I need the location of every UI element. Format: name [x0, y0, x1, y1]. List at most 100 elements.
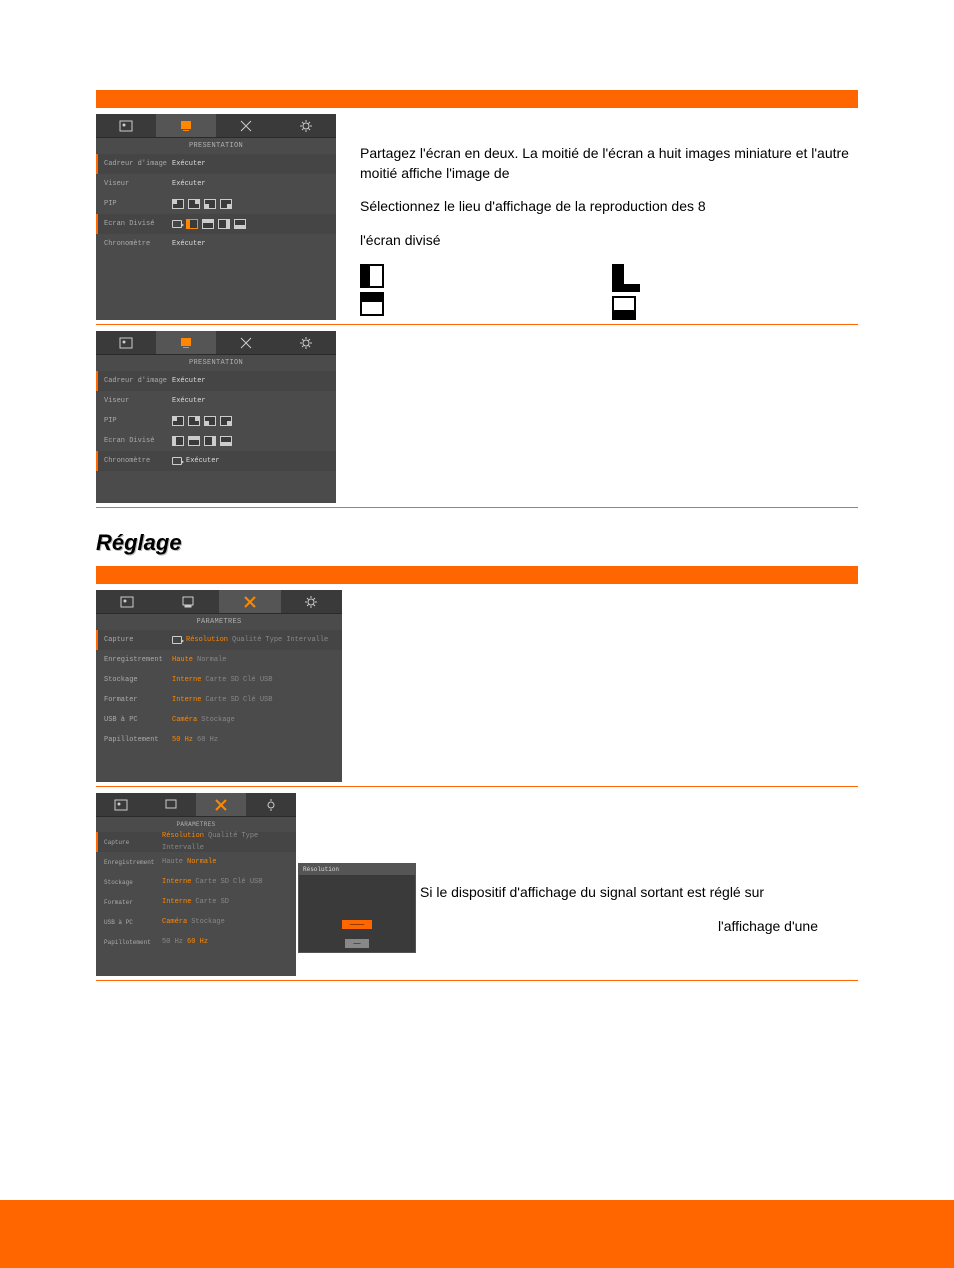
- split-right-icon: [612, 264, 640, 292]
- menu-row[interactable]: ChronomètreExécuter: [96, 451, 336, 471]
- menu-label: Viseur: [104, 397, 172, 405]
- layout-option-icon[interactable]: [188, 436, 200, 446]
- tab-bar: [96, 331, 336, 355]
- loop-icon: [172, 220, 182, 228]
- split-left-icon: [360, 264, 384, 288]
- layout-option-icon[interactable]: [172, 199, 184, 209]
- menu-row[interactable]: Papillotement50 Hz60 Hz: [96, 932, 296, 952]
- menu-value: Exécuter: [172, 397, 206, 405]
- desc-p1: Partagez l'écran en deux. La moitié de l…: [360, 144, 858, 183]
- layout-option-icon[interactable]: [234, 219, 246, 229]
- description-parametres-1: [366, 590, 858, 782]
- desc-p2: Sélectionnez le lieu d'affichage de la r…: [360, 197, 858, 217]
- description-chrono: [360, 331, 858, 503]
- menu-label: USB à PC: [104, 919, 162, 926]
- menu-row[interactable]: StockageInterneCarte SDClé USB: [96, 670, 342, 690]
- menu-row[interactable]: Cadreur d'imageExécuter: [96, 371, 336, 391]
- menu-row[interactable]: ChronomètreExécuter: [96, 234, 336, 254]
- menu-row[interactable]: CaptureRésolutionQualitéTypeIntervalle: [96, 630, 342, 650]
- menu-value: Exécuter: [172, 160, 206, 168]
- layout-option-icon[interactable]: [204, 436, 216, 446]
- menu-value: RésolutionQualitéTypeIntervalle: [162, 832, 290, 852]
- tab-tools-icon[interactable]: [216, 114, 276, 138]
- panel-padding: [96, 254, 336, 286]
- layout-option-icon[interactable]: [220, 416, 232, 426]
- layout-option-icon[interactable]: [172, 416, 184, 426]
- layout-option-icon[interactable]: [204, 416, 216, 426]
- menu-row[interactable]: FormaterInterneCarte SDClé USB: [96, 690, 342, 710]
- tab-presentation-icon[interactable]: [156, 114, 216, 138]
- menu-value: InterneCarte SDClé USB: [172, 696, 272, 704]
- tab-presentation-icon[interactable]: [158, 590, 220, 614]
- menu-row[interactable]: USB à PCCaméraStockage: [96, 912, 296, 932]
- tab-settings-icon[interactable]: [281, 590, 343, 614]
- split-bottom-icon: [612, 296, 636, 320]
- menu-value: [172, 416, 232, 426]
- top-spacer: [0, 0, 954, 90]
- menu-row[interactable]: CaptureRésolutionQualitéTypeIntervalle: [96, 832, 296, 852]
- layout-option-icon[interactable]: [186, 219, 198, 229]
- loop-icon: [172, 636, 182, 644]
- layout-option-icon[interactable]: [172, 436, 184, 446]
- popup-foot-button[interactable]: ——: [345, 939, 368, 948]
- ui-panel-parametres-1: PARAMETRES CaptureRésolutionQualitéTypeI…: [96, 590, 342, 782]
- tab-image-icon[interactable]: [96, 590, 158, 614]
- menu-row[interactable]: EnregistrementHauteNormale: [96, 650, 342, 670]
- desc-d-p2: l'affichage d'une: [420, 917, 858, 937]
- layout-option-icon[interactable]: [220, 199, 232, 209]
- menu-value: Exécuter: [172, 180, 206, 188]
- menu-label: Papillotement: [104, 939, 162, 946]
- menu-value: Exécuter: [172, 377, 206, 385]
- popup-body: ————: [299, 875, 415, 935]
- tab-tools-icon[interactable]: [216, 331, 276, 355]
- layout-option-icon[interactable]: [188, 199, 200, 209]
- tab-presentation-icon[interactable]: [146, 793, 196, 817]
- menu-row[interactable]: USB à PCCaméraStockage: [96, 710, 342, 730]
- tab-image-icon[interactable]: [96, 331, 156, 355]
- menu-row[interactable]: EnregistrementHauteNormale: [96, 852, 296, 872]
- menu-row[interactable]: Ecran Divisé: [96, 431, 336, 451]
- layout-option-icon[interactable]: [204, 199, 216, 209]
- menu-row[interactable]: StockageInterneCarte SDClé USB: [96, 872, 296, 892]
- menu-label: Formater: [104, 696, 172, 704]
- menu-rows: CaptureRésolutionQualitéTypeIntervalleEn…: [96, 630, 342, 750]
- menu-label: Stockage: [104, 879, 162, 886]
- popup-foot: ——: [299, 935, 415, 952]
- tab-image-icon[interactable]: [96, 114, 156, 138]
- menu-row[interactable]: Cadreur d'imageExécuter: [96, 154, 336, 174]
- tab-tools-icon[interactable]: [196, 793, 246, 817]
- desc-p3: l'écran divisé: [360, 231, 858, 251]
- menu-value: 50 Hz60 Hz: [162, 938, 208, 946]
- layout-option-icon[interactable]: [202, 219, 214, 229]
- menu-row[interactable]: PIP: [96, 194, 336, 214]
- menu-value: InterneCarte SDClé USB: [162, 878, 262, 886]
- tab-settings-icon[interactable]: [246, 793, 296, 817]
- menu-value: [172, 219, 246, 229]
- menu-row[interactable]: FormaterInterneCarte SD: [96, 892, 296, 912]
- description-split-screen: Partagez l'écran en deux. La moitié de l…: [360, 114, 858, 320]
- menu-label: Stockage: [104, 676, 172, 684]
- menu-value: [172, 199, 232, 209]
- footer-bar: [0, 1200, 954, 1268]
- panel-padding: [96, 952, 296, 976]
- tab-image-icon[interactable]: [96, 793, 146, 817]
- menu-rows: Cadreur d'imageExécuterViseurExécuterPIP…: [96, 371, 336, 471]
- tab-settings-icon[interactable]: [276, 114, 336, 138]
- tab-settings-icon[interactable]: [276, 331, 336, 355]
- tab-tools-icon[interactable]: [219, 590, 281, 614]
- panel-title: PRESENTATION: [96, 138, 336, 154]
- menu-row[interactable]: ViseurExécuter: [96, 391, 336, 411]
- menu-row[interactable]: PIP: [96, 411, 336, 431]
- menu-row[interactable]: Ecran Divisé: [96, 214, 336, 234]
- menu-value: CaméraStockage: [172, 716, 235, 724]
- tab-presentation-icon[interactable]: [156, 331, 216, 355]
- menu-value: 50 Hz60 Hz: [172, 736, 218, 744]
- menu-row[interactable]: ViseurExécuter: [96, 174, 336, 194]
- row-parametres-2: PARAMETRES CaptureRésolutionQualitéTypeI…: [96, 787, 858, 981]
- layout-option-icon[interactable]: [220, 436, 232, 446]
- layout-option-icon[interactable]: [218, 219, 230, 229]
- menu-value: Exécuter: [172, 457, 220, 465]
- layout-option-icon[interactable]: [188, 416, 200, 426]
- popup-button[interactable]: ————: [342, 920, 372, 929]
- menu-row[interactable]: Papillotement50 Hz60 Hz: [96, 730, 342, 750]
